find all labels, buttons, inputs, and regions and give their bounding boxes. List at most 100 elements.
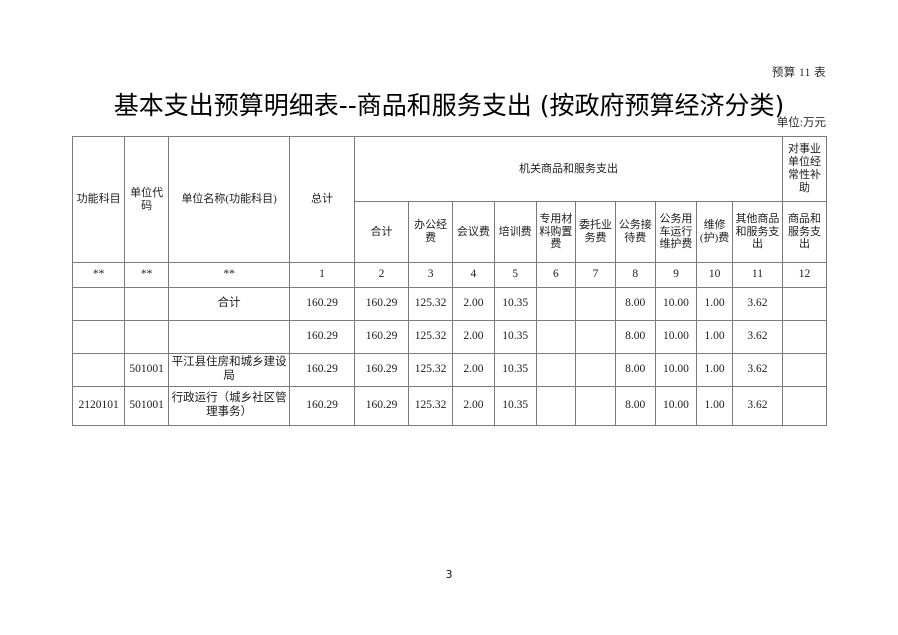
colnum-cell: 11 [731, 262, 784, 288]
cell-meeting-exp: 2.00 [452, 386, 495, 426]
cell-func-code [71, 353, 126, 387]
cell-official-reception: 8.00 [614, 386, 656, 426]
cell-vehicle-ops: 10.00 [654, 353, 698, 387]
cell-subsidy-goods [782, 386, 827, 426]
form-tag: 预算 11 表 [771, 67, 826, 79]
cell-vehicle-ops: 10.00 [654, 287, 698, 321]
cell-vehicle-ops: 10.00 [654, 386, 698, 426]
header-total: 总计 [289, 136, 355, 263]
cell-func-code [71, 287, 126, 321]
cell-office-exp: 125.32 [408, 353, 454, 387]
cell-maintenance: 1.00 [696, 320, 733, 354]
cell-unit-name: 行政运行（城乡社区管理事务） [168, 386, 291, 426]
cell-maintenance: 1.00 [696, 353, 733, 387]
cell-entrusted-business [575, 353, 616, 387]
cell-office-exp: 125.32 [408, 386, 454, 426]
colnum-cell: 5 [493, 262, 537, 288]
cell-special-material [535, 353, 577, 387]
header-row-sub: 合计 办公经费 会议费 培训费 专用材料购置费 委托业务费 公务接待费 公务用车… [73, 201, 827, 263]
cell-entrusted-business [575, 386, 616, 426]
cell-special-material [535, 320, 577, 354]
cell-other-goods: 3.62 [731, 287, 784, 321]
table-row: 合计 160.29 160.29 125.32 2.00 10.35 8.00 … [71, 287, 827, 321]
cell-unit-name: 合计 [168, 287, 291, 321]
cell-special-material [535, 386, 577, 426]
table-body: ** ** ** 1 2 3 4 5 6 7 8 9 10 11 12 合计 [71, 262, 827, 426]
page-number: 3 [445, 568, 453, 581]
header-meeting-exp: 会议费 [452, 201, 495, 263]
unit-note: 单位:万元 [776, 117, 826, 129]
cell-other-goods: 3.62 [731, 353, 784, 387]
colnum-cell: 10 [696, 262, 733, 288]
table-row: 160.29 160.29 125.32 2.00 10.35 8.00 10.… [71, 320, 827, 354]
colnum-cell: 2 [353, 262, 410, 288]
header-group-agency-goods: 机关商品和服务支出 [353, 136, 784, 202]
cell-meeting-exp: 2.00 [452, 320, 495, 354]
header-official-reception: 公务接待费 [614, 201, 656, 263]
column-number-row: ** ** ** 1 2 3 4 5 6 7 8 9 10 11 12 [71, 262, 827, 288]
cell-func-code [71, 320, 126, 354]
cell-other-goods: 3.62 [731, 386, 784, 426]
cell-maintenance: 1.00 [696, 386, 733, 426]
header-row-main: 功能科目 单位代码 单位名称(功能科目) 总计 机关商品和服务支出 对事业单位经… [71, 136, 827, 263]
colnum-cell: ** [168, 262, 291, 288]
cell-official-reception: 8.00 [614, 320, 656, 354]
table-row: 2120101 501001 行政运行（城乡社区管理事务） 160.29 160… [71, 386, 827, 426]
cell-special-material [535, 287, 577, 321]
header-training-exp: 培训费 [493, 201, 537, 263]
page-title: 基本支出预算明细表--商品和服务支出 (按政府预算经济分类) [113, 91, 785, 120]
cell-official-reception: 8.00 [614, 353, 656, 387]
cell-training-exp: 10.35 [493, 287, 537, 321]
cell-subsidy-goods [782, 320, 827, 354]
cell-office-exp: 125.32 [408, 320, 454, 354]
header-maintenance: 维修(护)费 [696, 201, 733, 263]
table-row: 501001 平江县住房和城乡建设局 160.29 160.29 125.32 … [71, 353, 827, 387]
colnum-cell: 8 [614, 262, 656, 288]
cell-training-exp: 10.35 [493, 386, 537, 426]
colnum-cell: 6 [535, 262, 577, 288]
header-office-exp: 办公经费 [408, 201, 454, 263]
cell-subsidy-goods [782, 353, 827, 387]
cell-unit-name: 平江县住房和城乡建设局 [168, 353, 291, 387]
cell-maintenance: 1.00 [696, 287, 733, 321]
header-special-material: 专用材料购置费 [535, 201, 577, 263]
header-entrusted-business: 委托业务费 [575, 201, 616, 263]
header-vehicle-ops: 公务用车运行维护费 [654, 201, 698, 263]
budget-table: 功能科目 单位代码 单位名称(功能科目) 总计 机关商品和服务支出 对事业单位经… [71, 136, 827, 426]
cell-sub-total: 160.29 [353, 386, 410, 426]
cell-meeting-exp: 2.00 [452, 287, 495, 321]
colnum-cell: 7 [575, 262, 616, 288]
header-group-subsidy: 对事业单位经常性补助 [782, 136, 827, 202]
colnum-cell: 1 [289, 262, 355, 288]
colnum-cell: 12 [782, 262, 827, 288]
header-func-code: 功能科目 [71, 136, 126, 263]
cell-total: 160.29 [289, 386, 355, 426]
cell-vehicle-ops: 10.00 [654, 320, 698, 354]
cell-unit-code [124, 320, 170, 354]
cell-training-exp: 10.35 [493, 353, 537, 387]
cell-entrusted-business [575, 320, 616, 354]
colnum-cell: 9 [654, 262, 698, 288]
cell-sub-total: 160.29 [353, 320, 410, 354]
cell-training-exp: 10.35 [493, 320, 537, 354]
cell-meeting-exp: 2.00 [452, 353, 495, 387]
cell-office-exp: 125.32 [408, 287, 454, 321]
header-sub-total: 合计 [353, 201, 410, 263]
header-other-goods: 其他商品和服务支出 [731, 201, 784, 263]
colnum-cell: 3 [408, 262, 454, 288]
cell-subsidy-goods [782, 287, 827, 321]
cell-sub-total: 160.29 [353, 353, 410, 387]
cell-unit-code: 501001 [124, 386, 170, 426]
cell-other-goods: 3.62 [731, 320, 784, 354]
cell-total: 160.29 [289, 320, 355, 354]
cell-unit-code [124, 287, 170, 321]
cell-total: 160.29 [289, 353, 355, 387]
header-unit-code: 单位代码 [124, 136, 170, 263]
table-head: 功能科目 单位代码 单位名称(功能科目) 总计 机关商品和服务支出 对事业单位经… [71, 136, 827, 263]
cell-official-reception: 8.00 [614, 287, 656, 321]
cell-func-code: 2120101 [71, 386, 126, 426]
cell-entrusted-business [575, 287, 616, 321]
colnum-cell: ** [124, 262, 170, 288]
cell-unit-name [168, 320, 291, 354]
